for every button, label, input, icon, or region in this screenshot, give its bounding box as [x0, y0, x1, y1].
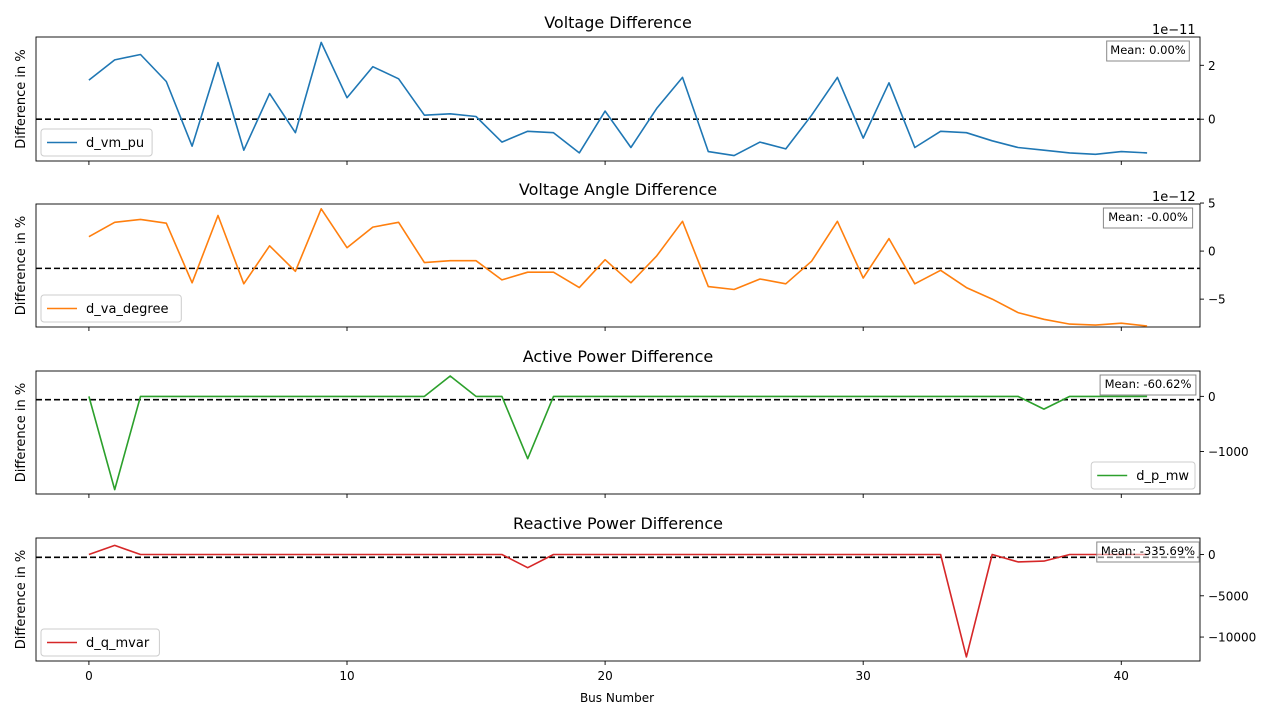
legend-label: d_q_mvar	[86, 636, 150, 651]
x-tick-label: 10	[339, 669, 354, 683]
mean-annotation-text: Mean: 0.00%	[1110, 43, 1185, 57]
axes-frame	[35, 537, 1201, 662]
mean-annotation: Mean: -0.00%	[1102, 207, 1194, 229]
y-tick-label: −10000	[1208, 631, 1256, 645]
mean-annotation: Mean: -60.62%	[1099, 374, 1197, 396]
legend: d_vm_pu	[40, 128, 153, 157]
legend: d_p_mw	[1090, 461, 1196, 490]
subplot-title: Voltage Angle Difference	[519, 180, 717, 199]
series-line	[88, 375, 1148, 491]
legend-label: d_p_mw	[1136, 469, 1189, 484]
y-tick-label: 5	[1208, 197, 1216, 211]
mean-annotation-text: Mean: -335.69%	[1101, 544, 1195, 558]
axes-frame	[35, 203, 1201, 328]
y-tick-label: 0	[1208, 113, 1216, 127]
series-line	[88, 544, 1148, 658]
y-tick-label: −1000	[1208, 445, 1249, 459]
y-axis-label: Difference in %	[14, 550, 29, 650]
x-tick-label: 0	[85, 669, 93, 683]
mean-annotation-box	[1106, 40, 1190, 62]
legend: d_va_degree	[40, 294, 182, 323]
subplot-title: Voltage Difference	[544, 13, 692, 32]
y-axis-label: Difference in %	[14, 49, 29, 149]
subplot-3: Active Power Difference Difference in % −1…	[14, 347, 1249, 498]
legend-box	[40, 128, 153, 157]
legend: d_q_mvar	[40, 628, 160, 657]
y-tick-label: 0	[1208, 548, 1216, 562]
legend-label: d_vm_pu	[86, 136, 144, 151]
mean-annotation: Mean: -335.69%	[1096, 541, 1200, 563]
y-offset-text: 1e−11	[1152, 23, 1196, 38]
y-tick-label: −5000	[1208, 589, 1249, 603]
mean-annotation-text: Mean: -60.62%	[1105, 377, 1192, 391]
x-tick-label: 20	[597, 669, 612, 683]
y-axis-label: Difference in %	[14, 383, 29, 483]
y-tick-label: 2	[1208, 59, 1216, 73]
subplot-title: Reactive Power Difference	[513, 514, 723, 533]
series-line	[88, 208, 1148, 327]
subplot-4: Reactive Power Difference Difference in %…	[14, 514, 1256, 683]
mean-annotation-box	[1099, 374, 1197, 396]
series-line	[88, 41, 1148, 157]
subplot-title: Active Power Difference	[523, 347, 714, 366]
subplot-2: Voltage Angle Difference Difference in % −…	[14, 180, 1226, 331]
axes-frame	[35, 36, 1201, 162]
mean-annotation: Mean: 0.00%	[1106, 40, 1190, 62]
y-tick-label: −5	[1208, 293, 1226, 307]
y-tick-label: 0	[1208, 245, 1216, 259]
legend-box	[1090, 461, 1196, 490]
y-offset-text: 1e−12	[1152, 190, 1196, 205]
legend-box	[40, 294, 182, 323]
axes-frame	[35, 370, 1201, 495]
y-tick-label: 0	[1208, 390, 1216, 404]
x-tick-label: 40	[1114, 669, 1129, 683]
x-tick-label: 30	[856, 669, 871, 683]
legend-box	[40, 628, 160, 657]
mean-annotation-text: Mean: -0.00%	[1108, 210, 1188, 224]
y-axis-label: Difference in %	[14, 216, 29, 316]
mean-annotation-box	[1096, 541, 1200, 563]
legend-label: d_va_degree	[86, 302, 168, 317]
subplot-1: Voltage Difference Difference in % 0 2 1e−11…	[14, 13, 1216, 165]
x-axis-label: Bus Number	[580, 691, 654, 705]
mean-annotation-box	[1102, 207, 1194, 229]
